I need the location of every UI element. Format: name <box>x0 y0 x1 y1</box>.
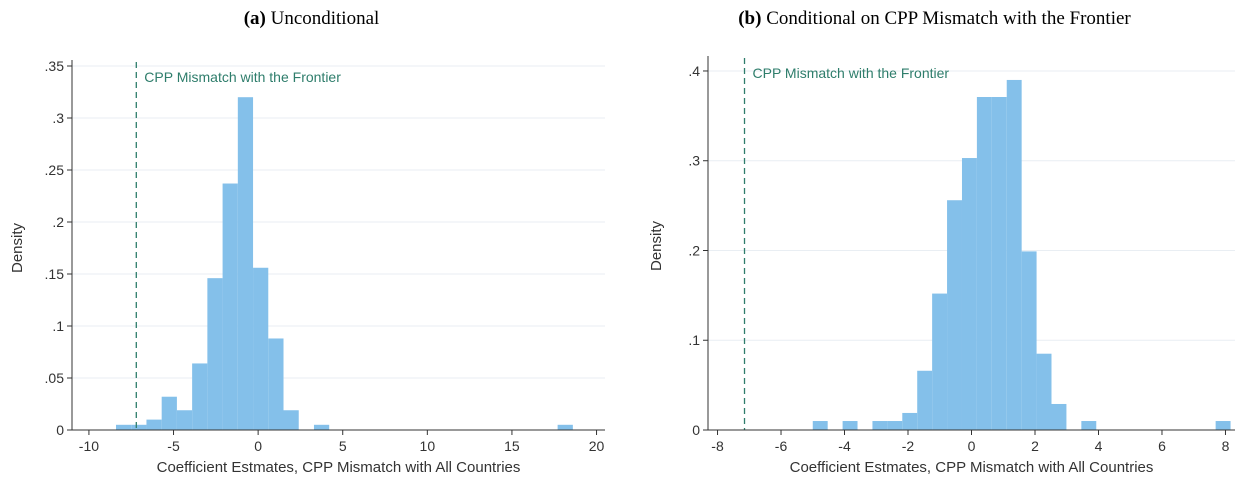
x-tick-label: 10 <box>420 438 436 454</box>
histogram-bar <box>842 421 858 430</box>
histogram-bar <box>1006 79 1022 430</box>
histogram-bar <box>1215 421 1231 430</box>
y-tick-label: .35 <box>45 58 65 74</box>
histogram-bar <box>253 267 269 430</box>
x-tick-label: -4 <box>838 438 851 454</box>
y-tick-label: .1 <box>52 318 64 334</box>
y-tick-label: .1 <box>688 332 700 348</box>
histogram-bar <box>192 363 208 430</box>
panel-title-text: Unconditional <box>270 8 380 29</box>
histogram-bar <box>932 293 948 430</box>
y-axis-title: Density <box>9 222 26 273</box>
x-tick-label: 6 <box>1158 438 1166 454</box>
y-tick-label: 0 <box>56 422 64 438</box>
y-tick-label: .4 <box>688 63 700 79</box>
histogram-bar <box>1051 403 1067 430</box>
histogram-bar <box>146 419 162 430</box>
histogram-bar <box>1021 251 1037 430</box>
x-tick-label: 8 <box>1222 438 1230 454</box>
x-tick-label: -6 <box>775 438 788 454</box>
x-tick-label: 0 <box>968 438 976 454</box>
x-tick-label: -2 <box>902 438 915 454</box>
histogram-chart-conditional: CPP Mismatch with the Frontier 0 .1 .2 .3 .4 -… <box>648 56 1235 476</box>
panel-label: (a) <box>243 8 266 29</box>
histogram-bar <box>222 183 238 430</box>
x-axis-title: Coefficient Estmates, CPP Mismatch with … <box>157 459 521 476</box>
y-tick-label: .3 <box>52 110 64 126</box>
reference-line-label: CPP Mismatch with the Frontier <box>753 65 950 81</box>
x-tick-label: 4 <box>1095 438 1103 454</box>
reference-line-label: CPP Mismatch with the Frontier <box>144 69 341 85</box>
histogram-bar <box>1081 421 1097 430</box>
histogram-bar <box>976 97 992 430</box>
x-tick-label: -5 <box>167 438 180 454</box>
x-tick-label: 15 <box>504 438 520 454</box>
histogram-bar <box>947 200 962 430</box>
y-tick-label: .2 <box>52 214 64 230</box>
panel-title-text: Conditional on CPP Mismatch with the Fro… <box>766 8 1131 29</box>
x-tick-label: 0 <box>254 438 262 454</box>
histogram-bar <box>237 97 254 430</box>
panel-label: (b) <box>738 8 762 29</box>
histogram-panel-unconditional: (a) Unconditional CPP Mismatch with the … <box>0 0 623 481</box>
x-tick-label: 20 <box>589 438 605 454</box>
histogram-bar <box>991 97 1007 430</box>
histogram-bar <box>131 424 147 430</box>
x-tick-label: -8 <box>711 438 724 454</box>
histogram-bar <box>961 158 977 431</box>
histogram-bar <box>872 421 888 430</box>
histogram-bar <box>1036 353 1052 430</box>
x-tick-label: -10 <box>79 438 99 454</box>
y-tick-label: .3 <box>688 153 700 169</box>
panel-title: (b) Conditional on CPP Mismatch with the… <box>623 8 1246 30</box>
y-tick-label: .2 <box>688 242 700 258</box>
y-axis-title: Density <box>648 220 665 271</box>
histogram-bar <box>902 412 918 430</box>
y-tick-label: .25 <box>45 162 65 178</box>
histogram-chart-unconditional: CPP Mismatch with the Frontier 0 .05 .1 .15.… <box>9 58 605 476</box>
y-tick-label: .15 <box>45 266 65 282</box>
histogram-bar <box>207 278 223 430</box>
x-tick-label: 2 <box>1031 438 1039 454</box>
x-tick-label: 5 <box>339 438 347 454</box>
histogram-bar <box>812 421 828 430</box>
histogram-bar <box>283 410 299 430</box>
y-tick-label: 0 <box>692 422 700 438</box>
panel-title: (a) Unconditional <box>0 8 623 30</box>
histogram-panel-conditional: (b) Conditional on CPP Mismatch with the… <box>623 0 1246 481</box>
histogram-bar <box>557 424 573 430</box>
histogram-bar <box>176 410 193 430</box>
histogram-bar <box>887 421 903 430</box>
x-axis-title: Coefficient Estmates, CPP Mismatch with … <box>790 459 1154 476</box>
y-tick-label: .05 <box>45 370 65 386</box>
histogram-bar <box>313 424 330 430</box>
histogram-bar <box>268 338 284 430</box>
histogram-bar <box>115 424 132 430</box>
histogram-bar <box>917 370 933 430</box>
histogram-bar <box>161 396 177 430</box>
